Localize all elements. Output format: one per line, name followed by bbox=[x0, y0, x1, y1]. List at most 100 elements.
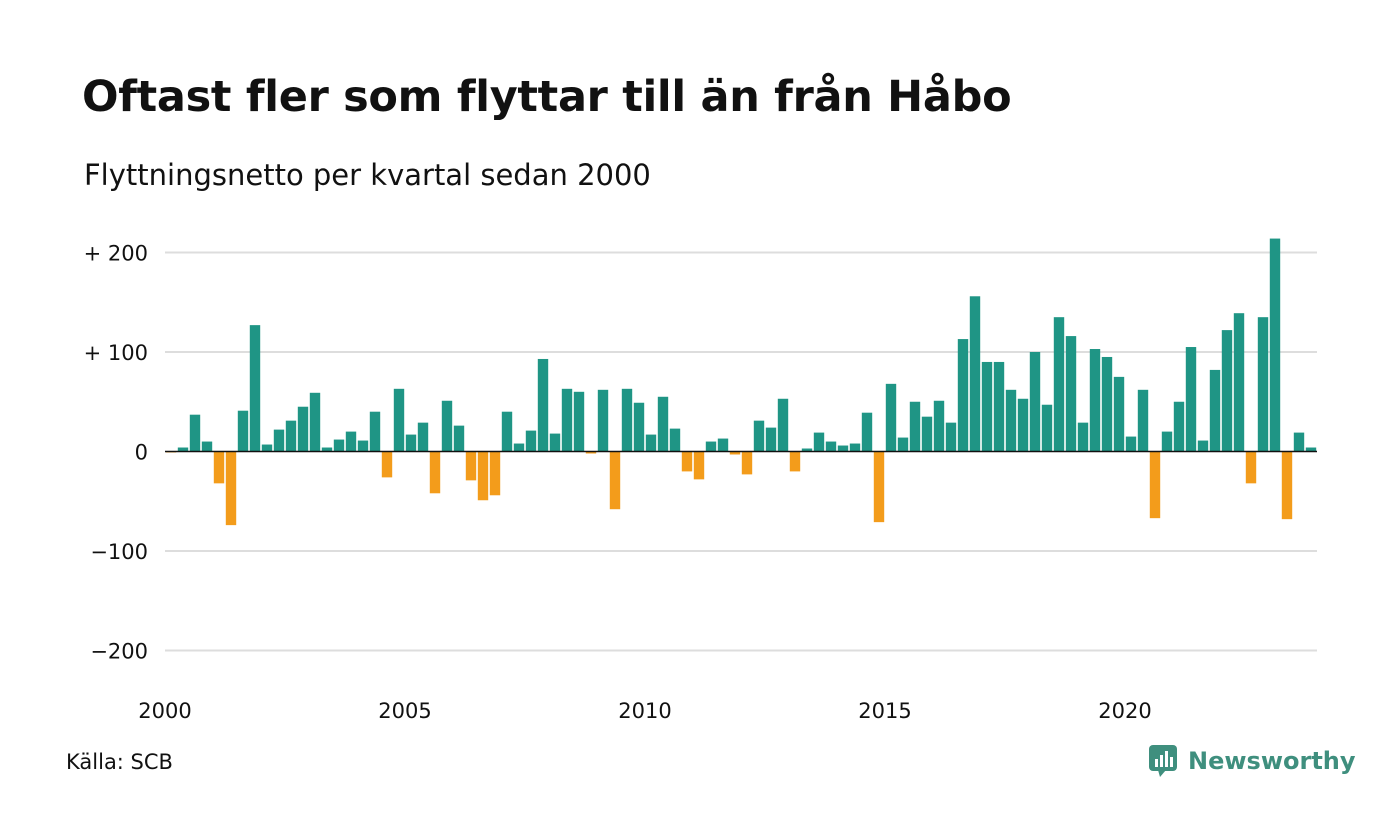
bar-positive bbox=[921, 416, 933, 452]
bar-positive bbox=[393, 388, 405, 452]
bar-positive bbox=[1125, 436, 1137, 452]
bar-positive bbox=[765, 427, 777, 452]
bar-positive bbox=[981, 361, 993, 452]
x-tick-label: 2005 bbox=[378, 699, 431, 723]
bar-positive bbox=[1065, 336, 1077, 452]
bar-positive bbox=[1257, 317, 1269, 452]
bar-negative bbox=[741, 451, 753, 475]
bar-positive bbox=[1209, 369, 1221, 452]
bar-positive bbox=[285, 420, 297, 452]
bar-negative bbox=[381, 451, 393, 478]
bars bbox=[165, 238, 1317, 526]
bar-positive bbox=[633, 402, 645, 452]
bar-positive bbox=[885, 383, 897, 452]
bar-positive bbox=[1233, 313, 1245, 452]
y-tick-label: −200 bbox=[90, 640, 148, 664]
y-tick-label: + 200 bbox=[84, 242, 148, 266]
bar-positive bbox=[705, 441, 717, 452]
bar-positive bbox=[657, 396, 669, 452]
x-axis-ticks: 2000 2005 2010 2015 2020 bbox=[138, 699, 1151, 723]
bar-negative bbox=[1281, 451, 1293, 520]
bar-chart: + 200 + 100 0 −100 −200 2000 2005 2010 2015 2020 bbox=[84, 238, 1317, 723]
bar-negative bbox=[693, 451, 705, 480]
bar-positive bbox=[897, 437, 909, 452]
bar-positive bbox=[537, 358, 549, 452]
bar-positive bbox=[645, 434, 657, 452]
x-tick-label: 2000 bbox=[138, 699, 191, 723]
bar-positive bbox=[1161, 431, 1173, 452]
bar-positive bbox=[249, 325, 261, 452]
bar-positive bbox=[849, 443, 861, 452]
bar-positive bbox=[801, 448, 813, 452]
bar-positive bbox=[573, 391, 585, 452]
bar-negative bbox=[489, 451, 501, 496]
bar-positive bbox=[501, 411, 513, 452]
bar-positive bbox=[561, 388, 573, 452]
bar-positive bbox=[777, 398, 789, 452]
bar-positive bbox=[1137, 389, 1149, 452]
bar-positive bbox=[813, 432, 825, 452]
bar-positive bbox=[309, 392, 321, 452]
bar-positive bbox=[1053, 317, 1065, 452]
bar-positive bbox=[177, 447, 189, 452]
bar-negative bbox=[609, 451, 621, 510]
bar-negative bbox=[585, 451, 597, 454]
bar-positive bbox=[1113, 376, 1125, 452]
bar-negative bbox=[681, 451, 693, 472]
bar-positive bbox=[1017, 398, 1029, 452]
bar-positive bbox=[909, 401, 921, 452]
bar-positive bbox=[237, 410, 249, 452]
bar-positive bbox=[261, 444, 273, 452]
bar-negative bbox=[729, 451, 741, 455]
bar-negative bbox=[1245, 451, 1257, 484]
bar-positive bbox=[933, 400, 945, 452]
bar-positive bbox=[369, 411, 381, 452]
y-tick-label: 0 bbox=[135, 441, 148, 465]
bar-positive bbox=[273, 429, 285, 452]
bar-positive bbox=[1089, 349, 1101, 452]
bar-positive bbox=[1005, 389, 1017, 452]
bar-positive bbox=[753, 420, 765, 452]
bar-positive bbox=[825, 441, 837, 452]
bar-positive bbox=[717, 438, 729, 452]
bar-positive bbox=[621, 388, 633, 452]
bar-positive bbox=[945, 422, 957, 452]
source-note: Källa: SCB bbox=[66, 750, 173, 774]
bar-positive bbox=[333, 439, 345, 452]
bar-positive bbox=[525, 430, 537, 452]
bar-positive bbox=[1173, 401, 1185, 452]
x-tick-label: 2015 bbox=[858, 699, 911, 723]
bar-positive bbox=[513, 443, 525, 452]
y-tick-label: + 100 bbox=[84, 341, 148, 365]
bar-positive bbox=[297, 406, 309, 452]
bar-positive bbox=[993, 361, 1005, 452]
bar-positive bbox=[1221, 330, 1233, 452]
chart-subtitle: Flyttningsnetto per kvartal sedan 2000 bbox=[84, 158, 651, 192]
bar-positive bbox=[1077, 422, 1089, 452]
bar-positive bbox=[669, 428, 681, 452]
bar-negative bbox=[477, 451, 489, 501]
bar-negative bbox=[465, 451, 477, 481]
bar-negative bbox=[873, 451, 885, 523]
bar-positive bbox=[417, 422, 429, 452]
bar-positive bbox=[405, 434, 417, 452]
chart-title: Oftast fler som flyttar till än från Håb… bbox=[82, 72, 1012, 122]
bar-positive bbox=[345, 431, 357, 452]
bar-negative bbox=[789, 451, 801, 472]
x-tick-label: 2020 bbox=[1098, 699, 1151, 723]
bar-positive bbox=[1197, 440, 1209, 452]
bar-positive bbox=[201, 441, 213, 452]
bar-positive bbox=[189, 414, 201, 452]
bar-positive bbox=[957, 339, 969, 452]
y-tick-label: −100 bbox=[90, 540, 148, 564]
y-axis-ticks: + 200 + 100 0 −100 −200 bbox=[84, 242, 148, 664]
bar-positive bbox=[837, 445, 849, 452]
grid-lines bbox=[165, 251, 1317, 652]
bar-negative bbox=[225, 451, 237, 526]
bar-positive bbox=[1029, 352, 1041, 452]
bar-positive bbox=[357, 440, 369, 452]
bar-negative bbox=[213, 451, 225, 484]
x-tick-label: 2010 bbox=[618, 699, 671, 723]
bar-positive bbox=[969, 296, 981, 452]
bar-negative bbox=[1149, 451, 1161, 519]
